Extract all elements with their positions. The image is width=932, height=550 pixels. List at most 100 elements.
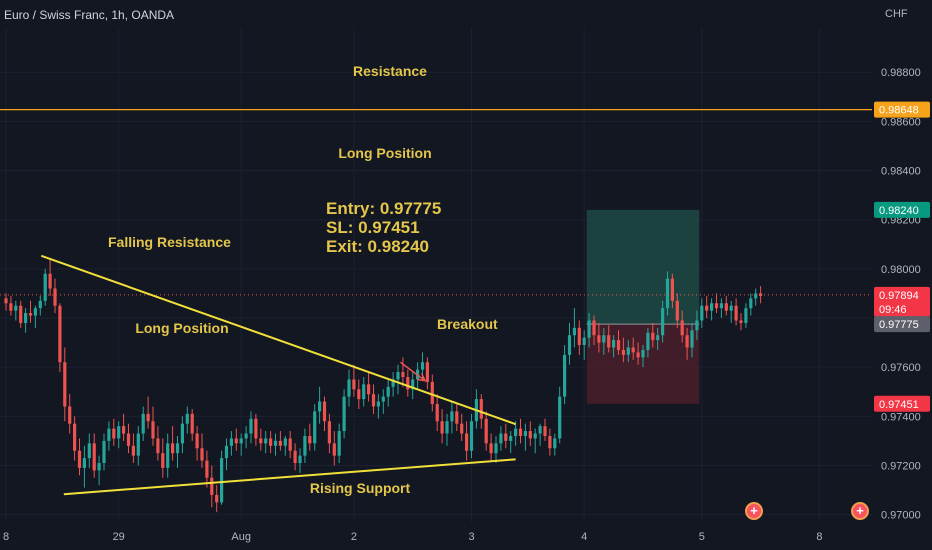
candle-52 xyxy=(259,428,263,451)
candle-126 xyxy=(621,337,625,363)
candle-134 xyxy=(661,300,665,343)
event-flag-2-icon[interactable]: + xyxy=(851,502,869,520)
entry-price-badge: 0.97775 xyxy=(874,316,930,333)
candle-56 xyxy=(278,431,282,451)
stop-price-badge: 0.97451 xyxy=(874,395,930,412)
candle-78 xyxy=(386,379,390,407)
candle-50 xyxy=(249,411,253,444)
candle-106 xyxy=(523,423,527,451)
time-tick-5: 4 xyxy=(581,531,587,543)
candle-65 xyxy=(322,396,327,432)
candle-53 xyxy=(264,431,268,454)
candle-146 xyxy=(719,298,723,319)
candle-137 xyxy=(675,293,679,328)
candle-145 xyxy=(714,293,719,314)
candle-49 xyxy=(244,426,248,449)
annotation-breakout: Breakout xyxy=(437,316,498,332)
candle-74 xyxy=(367,372,371,402)
svg-text:0.98240: 0.98240 xyxy=(879,205,919,217)
candle-5 xyxy=(28,300,33,323)
annotation-long-position-mid: Long Position xyxy=(135,320,228,336)
candle-12 xyxy=(63,347,67,422)
time-tick-1: 29 xyxy=(113,531,125,543)
breakout-arrow xyxy=(399,361,426,382)
candle-86 xyxy=(425,357,429,390)
candle-15 xyxy=(77,438,82,476)
candle-120 xyxy=(592,315,596,346)
candle-95 xyxy=(469,413,474,459)
candle-6 xyxy=(33,305,37,328)
event-flag-1-icon[interactable]: + xyxy=(745,502,763,520)
candle-123 xyxy=(607,325,611,353)
candle-153 xyxy=(754,288,758,306)
candle-152 xyxy=(749,293,753,316)
candle-121 xyxy=(597,322,601,353)
candle-130 xyxy=(641,345,645,368)
candle-98 xyxy=(484,411,488,451)
candle-31 xyxy=(156,426,160,461)
candle-83 xyxy=(411,372,415,400)
candle-136 xyxy=(670,273,674,309)
price-tick-2: 0.98400 xyxy=(881,166,921,178)
candle-70 xyxy=(347,369,351,407)
time-tick-2: Aug xyxy=(231,531,251,543)
candle-66 xyxy=(327,413,331,454)
candle-72 xyxy=(357,379,361,409)
candle-89 xyxy=(440,408,444,444)
annotation-entry-line: Entry: 0.97775 xyxy=(326,199,441,218)
candle-116 xyxy=(572,308,576,348)
candle-61 xyxy=(303,428,307,464)
candle-19 xyxy=(97,455,101,486)
candle-10 xyxy=(53,278,57,314)
candle-30 xyxy=(151,406,155,446)
candle-59 xyxy=(293,443,297,471)
candle-25 xyxy=(126,423,131,454)
candle-151 xyxy=(744,303,748,328)
candle-1 xyxy=(9,295,13,316)
currency-label: CHF xyxy=(885,8,908,20)
candle-92 xyxy=(455,404,459,432)
annotations: Resistance Long Position Entry: 0.97775SL:… xyxy=(108,63,498,496)
target-zone xyxy=(586,209,700,325)
svg-text:0.97894: 0.97894 xyxy=(879,290,919,302)
candle-13 xyxy=(68,394,72,434)
candle-54 xyxy=(269,431,273,454)
candle-118 xyxy=(582,330,586,360)
candle-131 xyxy=(646,327,650,358)
candle-37 xyxy=(185,406,189,434)
candle-111 xyxy=(548,428,552,456)
candle-11 xyxy=(58,303,62,373)
candle-124 xyxy=(612,335,616,358)
candle-141 xyxy=(695,310,699,341)
candle-75 xyxy=(371,384,376,414)
annotation-resistance: Resistance xyxy=(353,63,427,79)
candle-91 xyxy=(450,401,454,434)
candle-43 xyxy=(215,485,219,513)
rising-support-line[interactable] xyxy=(63,458,516,496)
symbol-title[interactable]: Euro / Swiss Franc, 1h, OANDA xyxy=(4,8,175,22)
candle-117 xyxy=(577,320,581,355)
candle-133 xyxy=(656,327,660,350)
candle-107 xyxy=(528,421,532,446)
candle-149 xyxy=(734,298,738,326)
candle-112 xyxy=(553,433,557,456)
falling-resistance-line[interactable] xyxy=(40,254,516,426)
candle-104 xyxy=(514,421,518,446)
price-tick-9: 0.97000 xyxy=(881,510,921,522)
candle-8 xyxy=(43,268,47,306)
candle-114 xyxy=(563,345,567,405)
candle-45 xyxy=(224,438,229,471)
candle-57 xyxy=(283,435,287,456)
candle-23 xyxy=(117,421,121,449)
candle-127 xyxy=(626,340,630,363)
candle-29 xyxy=(146,396,150,429)
candle-0 xyxy=(4,293,8,311)
candle-105 xyxy=(518,418,523,444)
candle-41 xyxy=(205,450,209,488)
svg-text:0.97451: 0.97451 xyxy=(879,399,919,411)
candle-28 xyxy=(141,406,145,441)
breakout-arrow-head xyxy=(416,373,427,382)
candle-55 xyxy=(273,433,278,456)
price-badges: 0.98648 0.98240 0.97894 09:46 0.97775 0.97451 xyxy=(874,101,930,412)
